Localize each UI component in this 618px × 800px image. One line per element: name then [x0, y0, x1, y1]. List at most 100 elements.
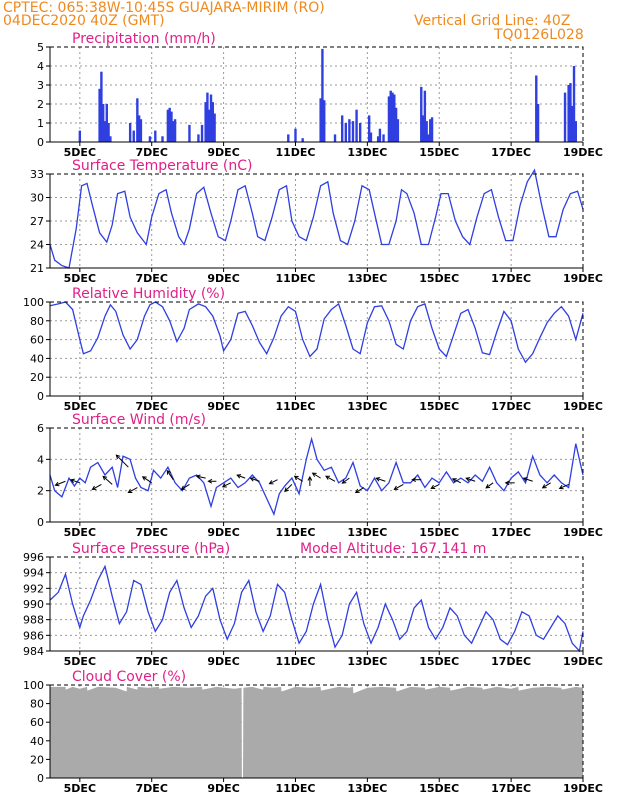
precip-bar: [569, 83, 572, 142]
wind-arrow-shaft: [166, 470, 174, 480]
precip-bar: [333, 134, 337, 142]
precip-bar: [101, 104, 105, 142]
x-tick-label: 15DEC: [419, 782, 459, 795]
wind-arrow-shaft: [181, 483, 190, 490]
panel-frame: [49, 46, 584, 143]
precip-bar: [420, 86, 423, 142]
y-tick-label: 990: [23, 598, 44, 611]
precip-bar: [358, 123, 362, 142]
x-tick-label: 9DEC: [207, 782, 239, 795]
x-tick-label: 13DEC: [347, 146, 387, 159]
wind-arrow-shaft: [376, 477, 386, 482]
temp-title: Surface Temperature (nC): [72, 158, 253, 174]
wind-arrow-head: [522, 477, 528, 482]
wind-arrow-head: [430, 484, 436, 490]
x-tick-label: 17DEC: [491, 655, 531, 668]
x-tick-label: 7DEC: [136, 526, 168, 539]
wind-arrow: [249, 477, 260, 482]
y-tick-label: 24: [30, 239, 44, 252]
wind-arrow-shaft: [312, 472, 321, 479]
precip-bar: [209, 94, 213, 142]
y-tick-label: 1: [37, 117, 44, 130]
wind-arrow: [465, 477, 476, 482]
wind-arrow-shaft: [294, 475, 303, 482]
precip-bar: [367, 115, 371, 142]
precip-bar: [100, 71, 103, 142]
wind-arrow-shaft: [222, 482, 232, 488]
precip-bar: [323, 100, 326, 142]
precip-bar: [396, 119, 400, 142]
wind-arrow: [268, 479, 278, 485]
wind-arrow-head: [293, 475, 299, 480]
pres-title: Surface Pressure (hPa): [72, 541, 230, 557]
precip-bar: [78, 130, 82, 142]
y-tick-label: 2: [37, 485, 44, 498]
x-tick-label: 9DEC: [207, 400, 239, 413]
y-tick-label: 996: [23, 551, 44, 564]
temp-series-line: [49, 168, 584, 269]
wind-arrow-shaft: [284, 484, 293, 492]
header-model-id: TQ0126L028: [494, 27, 584, 43]
precip-bar: [287, 134, 290, 142]
x-tick-label: 15DEC: [419, 146, 459, 159]
precip-bar: [139, 119, 143, 142]
wind-arrow: [522, 477, 533, 482]
wind-arrow-shaft: [542, 482, 551, 489]
header-grid-note: Vertical Grid Line: 40Z: [414, 13, 571, 29]
precip-bar: [105, 104, 108, 142]
x-tick-label: 17DEC: [491, 782, 531, 795]
precip-bar: [319, 98, 322, 142]
x-tick-label: 11DEC: [275, 782, 315, 795]
y-tick-label: 5: [37, 41, 44, 54]
precip-bar: [173, 119, 177, 142]
precip-bar: [427, 134, 430, 142]
wind-arrow-head: [465, 477, 471, 482]
precip-bar: [355, 109, 358, 142]
precip-bar: [166, 109, 170, 142]
cloud-title: Cloud Cover (%): [72, 669, 186, 685]
wind-arrow-head: [69, 478, 75, 484]
x-tick-label: 9DEC: [207, 655, 239, 668]
x-tick-label: 7DEC: [136, 782, 168, 795]
wind-arrow: [375, 477, 386, 482]
x-tick-label: 15DEC: [419, 272, 459, 285]
y-tick-label: 0: [37, 516, 44, 529]
wind-arrow-shaft: [196, 475, 206, 479]
x-tick-label: 5DEC: [64, 400, 96, 413]
wind-arrow: [541, 482, 551, 489]
x-tick-label: 19DEC: [563, 272, 603, 285]
wind-arrow-head: [311, 472, 317, 477]
x-tick-label: 11DEC: [275, 400, 315, 413]
wind-arrow-shaft: [523, 477, 533, 482]
x-tick-label: 11DEC: [275, 272, 315, 285]
precip-bar: [107, 123, 110, 142]
x-tick-label: 9DEC: [207, 146, 239, 159]
x-tick-label: 17DEC: [491, 146, 531, 159]
precip-bar: [391, 92, 394, 142]
wind-arrow-head: [268, 480, 274, 485]
precip-bar: [423, 90, 427, 142]
wind-arrow-head: [54, 481, 60, 487]
y-tick-label: 100: [23, 679, 44, 692]
precip-bar: [128, 123, 132, 142]
temp-panel: 21 24 27 30 33 5DEC 7DEC 9DEC 11DEC 13DEC 15DEC 17D…: [30, 158, 603, 285]
x-tick-label: 13DEC: [347, 272, 387, 285]
y-tick-label: 80: [30, 315, 44, 328]
wind-arrow: [180, 483, 190, 490]
wind-arrow-shaft: [102, 476, 113, 485]
wind-arrow-shaft: [452, 478, 462, 484]
y-tick-label: 27: [30, 215, 44, 228]
precip-bar: [168, 107, 171, 142]
wind-arrow-shaft: [92, 483, 102, 490]
wind-arrow-head: [558, 484, 564, 490]
wind-arrow-head: [451, 478, 457, 483]
precip-bar: [378, 128, 382, 142]
wind-arrow: [207, 478, 217, 484]
wind-arrow: [293, 475, 303, 482]
precip-panel: 0 1 2 3 4 5 5DEC 7DEC 9DEC 11DEC 13DEC 15DEC 17DEC 19…: [37, 31, 603, 159]
x-tick-label: 19DEC: [563, 655, 603, 668]
wind-arrow-head: [180, 485, 186, 490]
x-tick-label: 5DEC: [64, 655, 96, 668]
x-tick-label: 19DEC: [563, 146, 603, 159]
x-tick-label: 11DEC: [275, 526, 315, 539]
